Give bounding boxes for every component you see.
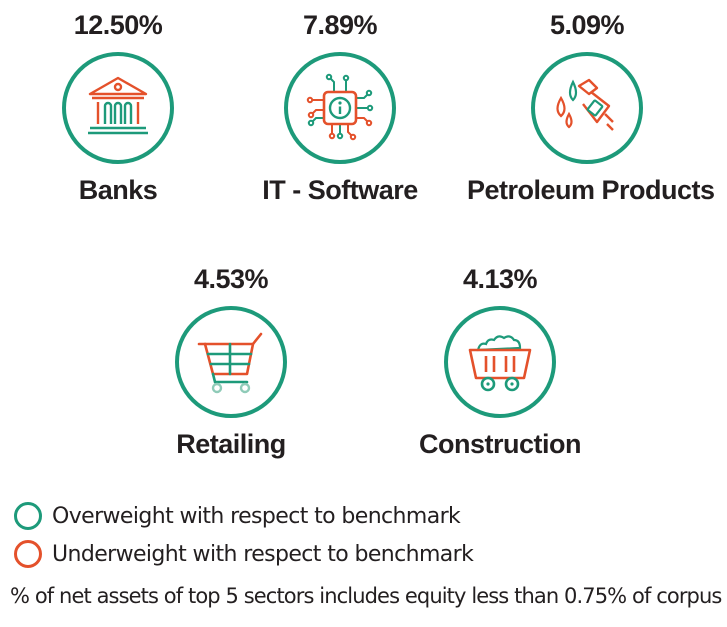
sector-percent: 12.50% [73,10,163,40]
sector-construction: 4.13% Construction [410,262,590,462]
legend-underweight: Underweight with respect to benchmark [14,540,474,568]
mine-cart-icon [468,335,532,392]
sector-circle [62,52,174,164]
sector-circle [284,52,396,164]
sector-circle [444,306,556,418]
sector-name: IT - Software [262,175,418,205]
bank-building-icon [88,76,148,135]
shopping-cart-icon [197,332,263,394]
sector-name: Construction [419,429,582,459]
sector-circle [175,306,287,418]
sector-percent: 5.09% [549,10,625,40]
sector-name: Banks [78,175,158,205]
legend-overweight-label: Overweight with respect to benchmark [52,503,461,529]
sector-percent: 4.53% [193,264,269,294]
sector-banks: 12.50% Banks [28,8,208,208]
sector-circle [531,52,643,164]
sector-percent: 7.89% [302,10,378,40]
fuel-nozzle-icon [556,78,614,131]
sector-name: Retailing [176,429,286,459]
sector-retailing: 4.53% Retailing [141,262,321,462]
microchip-icon [306,73,374,141]
legend-underweight-label: Underweight with respect to benchmark [52,541,474,567]
footnote: % of net assets of top 5 sectors include… [10,584,722,608]
green-ring-icon [14,502,42,530]
sector-name: Petroleum Products [467,175,715,205]
sector-petroleum-products: 5.09% Petroleum Products [467,8,715,208]
orange-ring-icon [14,540,42,568]
legend-overweight: Overweight with respect to benchmark [14,502,461,530]
sector-percent: 4.13% [462,264,538,294]
sector-it-software: 7.89% IT - Software [250,8,430,208]
